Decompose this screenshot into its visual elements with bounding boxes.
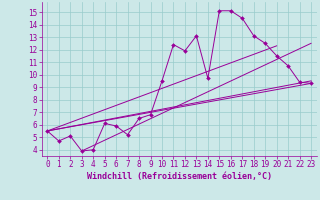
X-axis label: Windchill (Refroidissement éolien,°C): Windchill (Refroidissement éolien,°C) [87, 172, 272, 181]
